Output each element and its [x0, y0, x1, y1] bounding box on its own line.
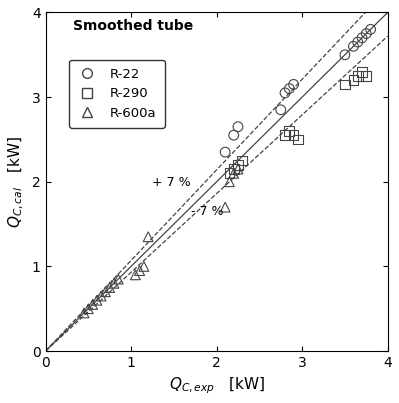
- Point: [282, 89, 288, 96]
- Point: [363, 73, 369, 79]
- Point: [102, 289, 109, 295]
- Point: [355, 39, 361, 45]
- Point: [115, 276, 121, 283]
- Y-axis label: $Q_{C,cal}$   [kW]: $Q_{C,cal}$ [kW]: [7, 136, 26, 228]
- X-axis label: $Q_{C,exp}$   [kW]: $Q_{C,exp}$ [kW]: [168, 376, 265, 396]
- Point: [286, 128, 292, 134]
- Point: [350, 43, 357, 50]
- Text: - 7 %: - 7 %: [191, 205, 223, 218]
- Point: [355, 73, 361, 79]
- Point: [231, 170, 237, 177]
- Point: [141, 263, 147, 270]
- Text: Smoothed tube: Smoothed tube: [73, 19, 193, 33]
- Point: [136, 268, 143, 274]
- Point: [367, 26, 374, 33]
- Point: [235, 123, 241, 130]
- Point: [350, 77, 357, 83]
- Point: [107, 285, 113, 291]
- Point: [89, 301, 96, 308]
- Point: [226, 179, 233, 185]
- Point: [94, 297, 100, 303]
- Point: [282, 132, 288, 138]
- Legend: R-22, R-290, R-600a: R-22, R-290, R-600a: [69, 60, 165, 128]
- Point: [342, 81, 348, 87]
- Point: [231, 166, 237, 172]
- Point: [290, 81, 297, 87]
- Point: [132, 272, 138, 278]
- Point: [278, 106, 284, 113]
- Point: [222, 204, 228, 210]
- Point: [286, 85, 292, 92]
- Point: [359, 35, 365, 41]
- Point: [290, 132, 297, 138]
- Point: [98, 293, 104, 299]
- Point: [85, 305, 91, 312]
- Point: [226, 170, 233, 177]
- Point: [111, 280, 117, 287]
- Point: [81, 310, 87, 316]
- Text: + 7 %: + 7 %: [152, 176, 191, 189]
- Point: [342, 52, 348, 58]
- Point: [235, 162, 241, 168]
- Point: [363, 30, 369, 37]
- Point: [295, 136, 301, 143]
- Point: [145, 234, 151, 240]
- Point: [235, 166, 241, 172]
- Point: [222, 149, 228, 155]
- Point: [231, 132, 237, 138]
- Point: [359, 69, 365, 75]
- Point: [239, 157, 245, 164]
